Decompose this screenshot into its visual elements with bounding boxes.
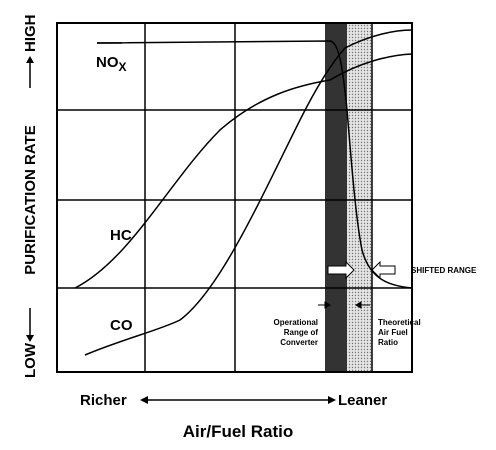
y-axis-label: LOW PURIFICATION RATE HIGH: [22, 15, 39, 379]
arrow-head: [26, 335, 34, 342]
grid: [56, 22, 413, 373]
arrow-head: [26, 56, 34, 63]
y-high: HIGH: [22, 15, 39, 53]
x-left: Richer: [80, 392, 127, 409]
shifted-label: SHIFTED RANGE: [411, 266, 477, 275]
curves: [74, 29, 413, 356]
arrow-left: [371, 260, 396, 280]
operational-band: [325, 23, 347, 372]
arrow-right: [327, 260, 355, 280]
arrow-theoretical: [355, 301, 370, 309]
hc-curve: [74, 53, 413, 289]
y-low: LOW: [22, 342, 39, 378]
co-label: CO: [110, 317, 133, 334]
x-title: Air/Fuel Ratio: [183, 422, 294, 441]
co-curve: [84, 29, 413, 356]
theoretical-label: Theoretical Air Fuel Ratio: [378, 318, 421, 347]
bands: [325, 23, 372, 372]
arrow-head: [140, 396, 148, 404]
x-right: Leaner: [338, 392, 387, 409]
nox-label: NOX: [96, 54, 127, 74]
hc-label: HC: [110, 227, 132, 244]
theoretical-band: [347, 23, 372, 372]
y-label: PURIFICATION RATE: [22, 125, 39, 274]
arrow-head: [328, 396, 336, 404]
operational-label: Operational Range of Converter: [274, 318, 319, 347]
arrow-operational: [318, 301, 331, 309]
shifted-arrows: [318, 260, 396, 309]
